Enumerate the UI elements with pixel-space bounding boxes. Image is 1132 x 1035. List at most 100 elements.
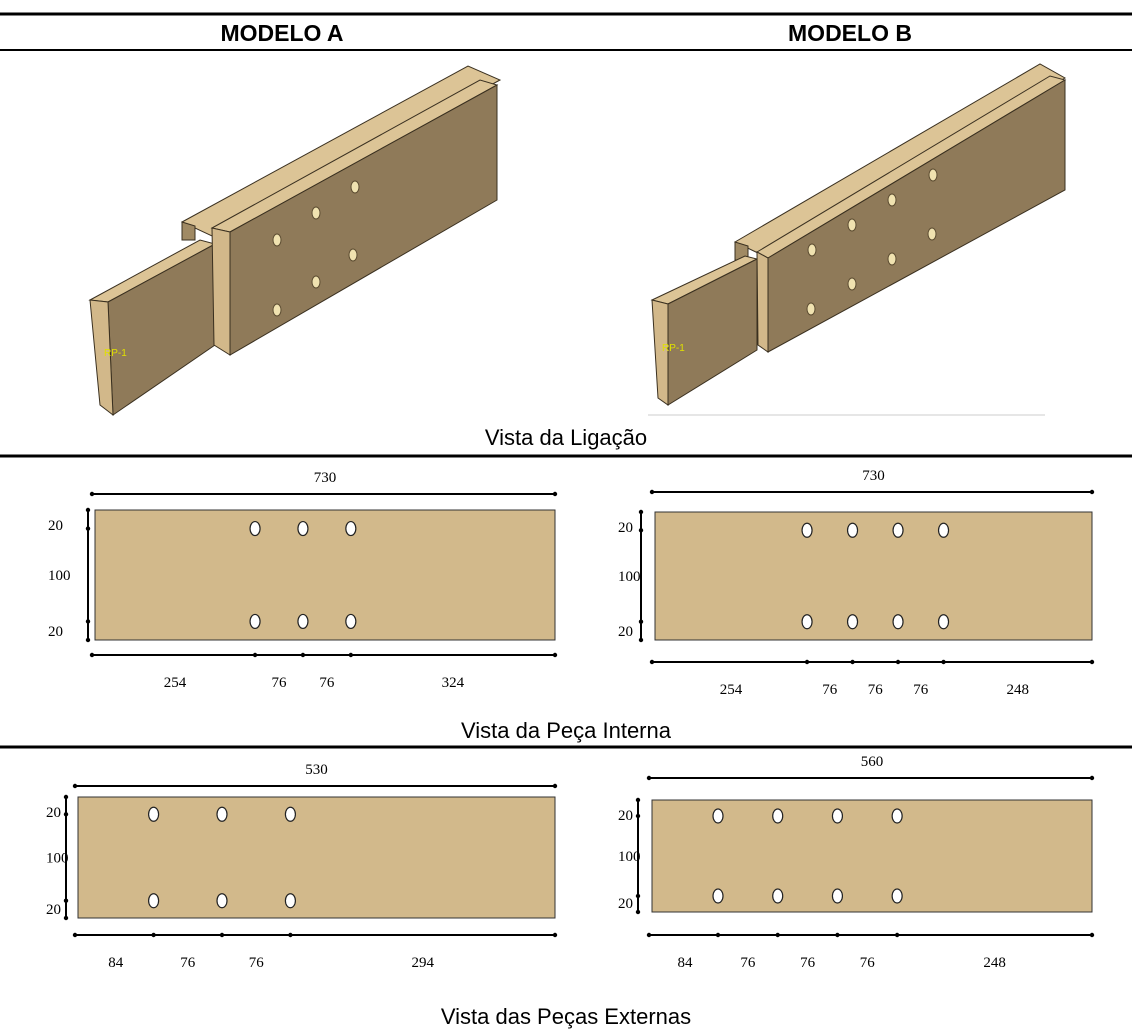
dimension-tick <box>1090 776 1094 780</box>
dimension-label: 254 <box>164 675 187 691</box>
bolt-hole <box>893 615 903 629</box>
dimension-tick <box>636 814 640 818</box>
dimension-label: 20 <box>46 805 61 821</box>
dimension-label: 100 <box>46 851 69 867</box>
dimension-label: 76 <box>180 955 196 971</box>
dimension-tick <box>1090 660 1094 664</box>
dimension-tick <box>553 784 557 788</box>
bolt-hole <box>298 522 308 536</box>
dimension-tick <box>776 933 780 937</box>
dimension-label: 730 <box>314 470 337 486</box>
dimension-label: 100 <box>48 568 71 584</box>
dimension-label: 20 <box>46 902 61 918</box>
dimension-tick <box>639 510 643 514</box>
reference-point: RP-1 <box>104 348 127 359</box>
dimension-label: 20 <box>48 624 63 640</box>
bolt-hole <box>892 809 902 823</box>
dimension-tick <box>64 812 68 816</box>
caption: Vista da Ligação <box>485 425 647 450</box>
bolt-hole <box>217 807 227 821</box>
bolt-hole <box>285 807 295 821</box>
dimension-label: 20 <box>618 896 633 912</box>
dimension-tick <box>553 653 557 657</box>
dimension-tick <box>86 508 90 512</box>
dimension-tick <box>647 776 651 780</box>
dimension-tick <box>253 653 257 657</box>
bolt-hole <box>298 614 308 628</box>
dimension-tick <box>553 492 557 496</box>
dimension-tick <box>895 933 899 937</box>
bolt-hole <box>713 809 723 823</box>
dimension-label: 560 <box>861 754 884 770</box>
bolt-hole <box>149 807 159 821</box>
bolt-hole <box>713 889 723 903</box>
dimension-label: 20 <box>48 518 63 534</box>
bolt-hole <box>939 615 949 629</box>
plate <box>95 510 555 640</box>
dimension-label: 248 <box>1007 682 1030 698</box>
dimension-tick <box>553 933 557 937</box>
bolt-hole <box>250 614 260 628</box>
dimension-label: 76 <box>913 682 929 698</box>
dimension-tick <box>73 933 77 937</box>
dimension-tick <box>647 933 651 937</box>
dimension-tick <box>64 899 68 903</box>
dimension-tick <box>639 620 643 624</box>
dimension-label: 100 <box>618 849 641 865</box>
dimension-tick <box>64 916 68 920</box>
dimension-tick <box>90 492 94 496</box>
bolt-hole <box>848 523 858 537</box>
bolt-hole <box>802 615 812 629</box>
dimension-tick <box>636 894 640 898</box>
dimension-tick <box>288 933 292 937</box>
bolt-hole <box>832 889 842 903</box>
dimension-label: 20 <box>618 808 633 824</box>
dimension-tick <box>636 798 640 802</box>
dimension-label: 76 <box>800 955 816 971</box>
bolt-hole <box>773 809 783 823</box>
dimension-tick <box>86 638 90 642</box>
dimension-label: 20 <box>618 520 633 536</box>
dimension-label: 100 <box>618 569 641 585</box>
dimension-tick <box>850 660 854 664</box>
connection-3d-b <box>648 64 1065 415</box>
dimension-label: 76 <box>272 675 288 691</box>
dimension-label: 254 <box>720 682 743 698</box>
dimension-tick <box>896 660 900 664</box>
bolt-hole <box>893 523 903 537</box>
bolt-hole <box>892 889 902 903</box>
bolt-hole <box>832 809 842 823</box>
connection-3d-a <box>90 66 500 415</box>
dimension-tick <box>1090 933 1094 937</box>
dimension-label: 248 <box>983 955 1006 971</box>
bolt-hole <box>149 894 159 908</box>
dimension-tick <box>941 660 945 664</box>
dimension-label: 294 <box>411 955 434 971</box>
dimension-label: 76 <box>868 682 884 698</box>
dimension-tick <box>90 653 94 657</box>
dimension-label: 76 <box>740 955 756 971</box>
dimension-tick <box>1090 490 1094 494</box>
dimension-label: 20 <box>618 624 633 640</box>
dimension-tick <box>301 653 305 657</box>
dimension-label: 76 <box>319 675 335 691</box>
bolt-hole <box>346 614 356 628</box>
page: {"headers":["MODELO A","MODELO B"], "sec… <box>0 0 1132 1035</box>
dimension-tick <box>805 660 809 664</box>
model-header: MODELO A <box>220 20 343 46</box>
figure: MODELO A MODELO B RP-1 RP-1 Vista da L <box>0 0 1132 1035</box>
dimension-tick <box>636 910 640 914</box>
bolt-hole <box>250 522 260 536</box>
dimension-tick <box>639 528 643 532</box>
dimension-tick <box>716 933 720 937</box>
dimension-tick <box>220 933 224 937</box>
reference-point: RP-1 <box>662 343 685 354</box>
dimension-label: 530 <box>305 762 328 778</box>
dimension-tick <box>151 933 155 937</box>
caption: Vista da Peça Interna <box>461 718 672 743</box>
bolt-hole <box>939 523 949 537</box>
model-header: MODELO B <box>788 20 912 46</box>
dimension-tick <box>650 660 654 664</box>
caption: Vista das Peças Externas <box>441 1004 691 1029</box>
dimension-label: 730 <box>862 468 885 484</box>
